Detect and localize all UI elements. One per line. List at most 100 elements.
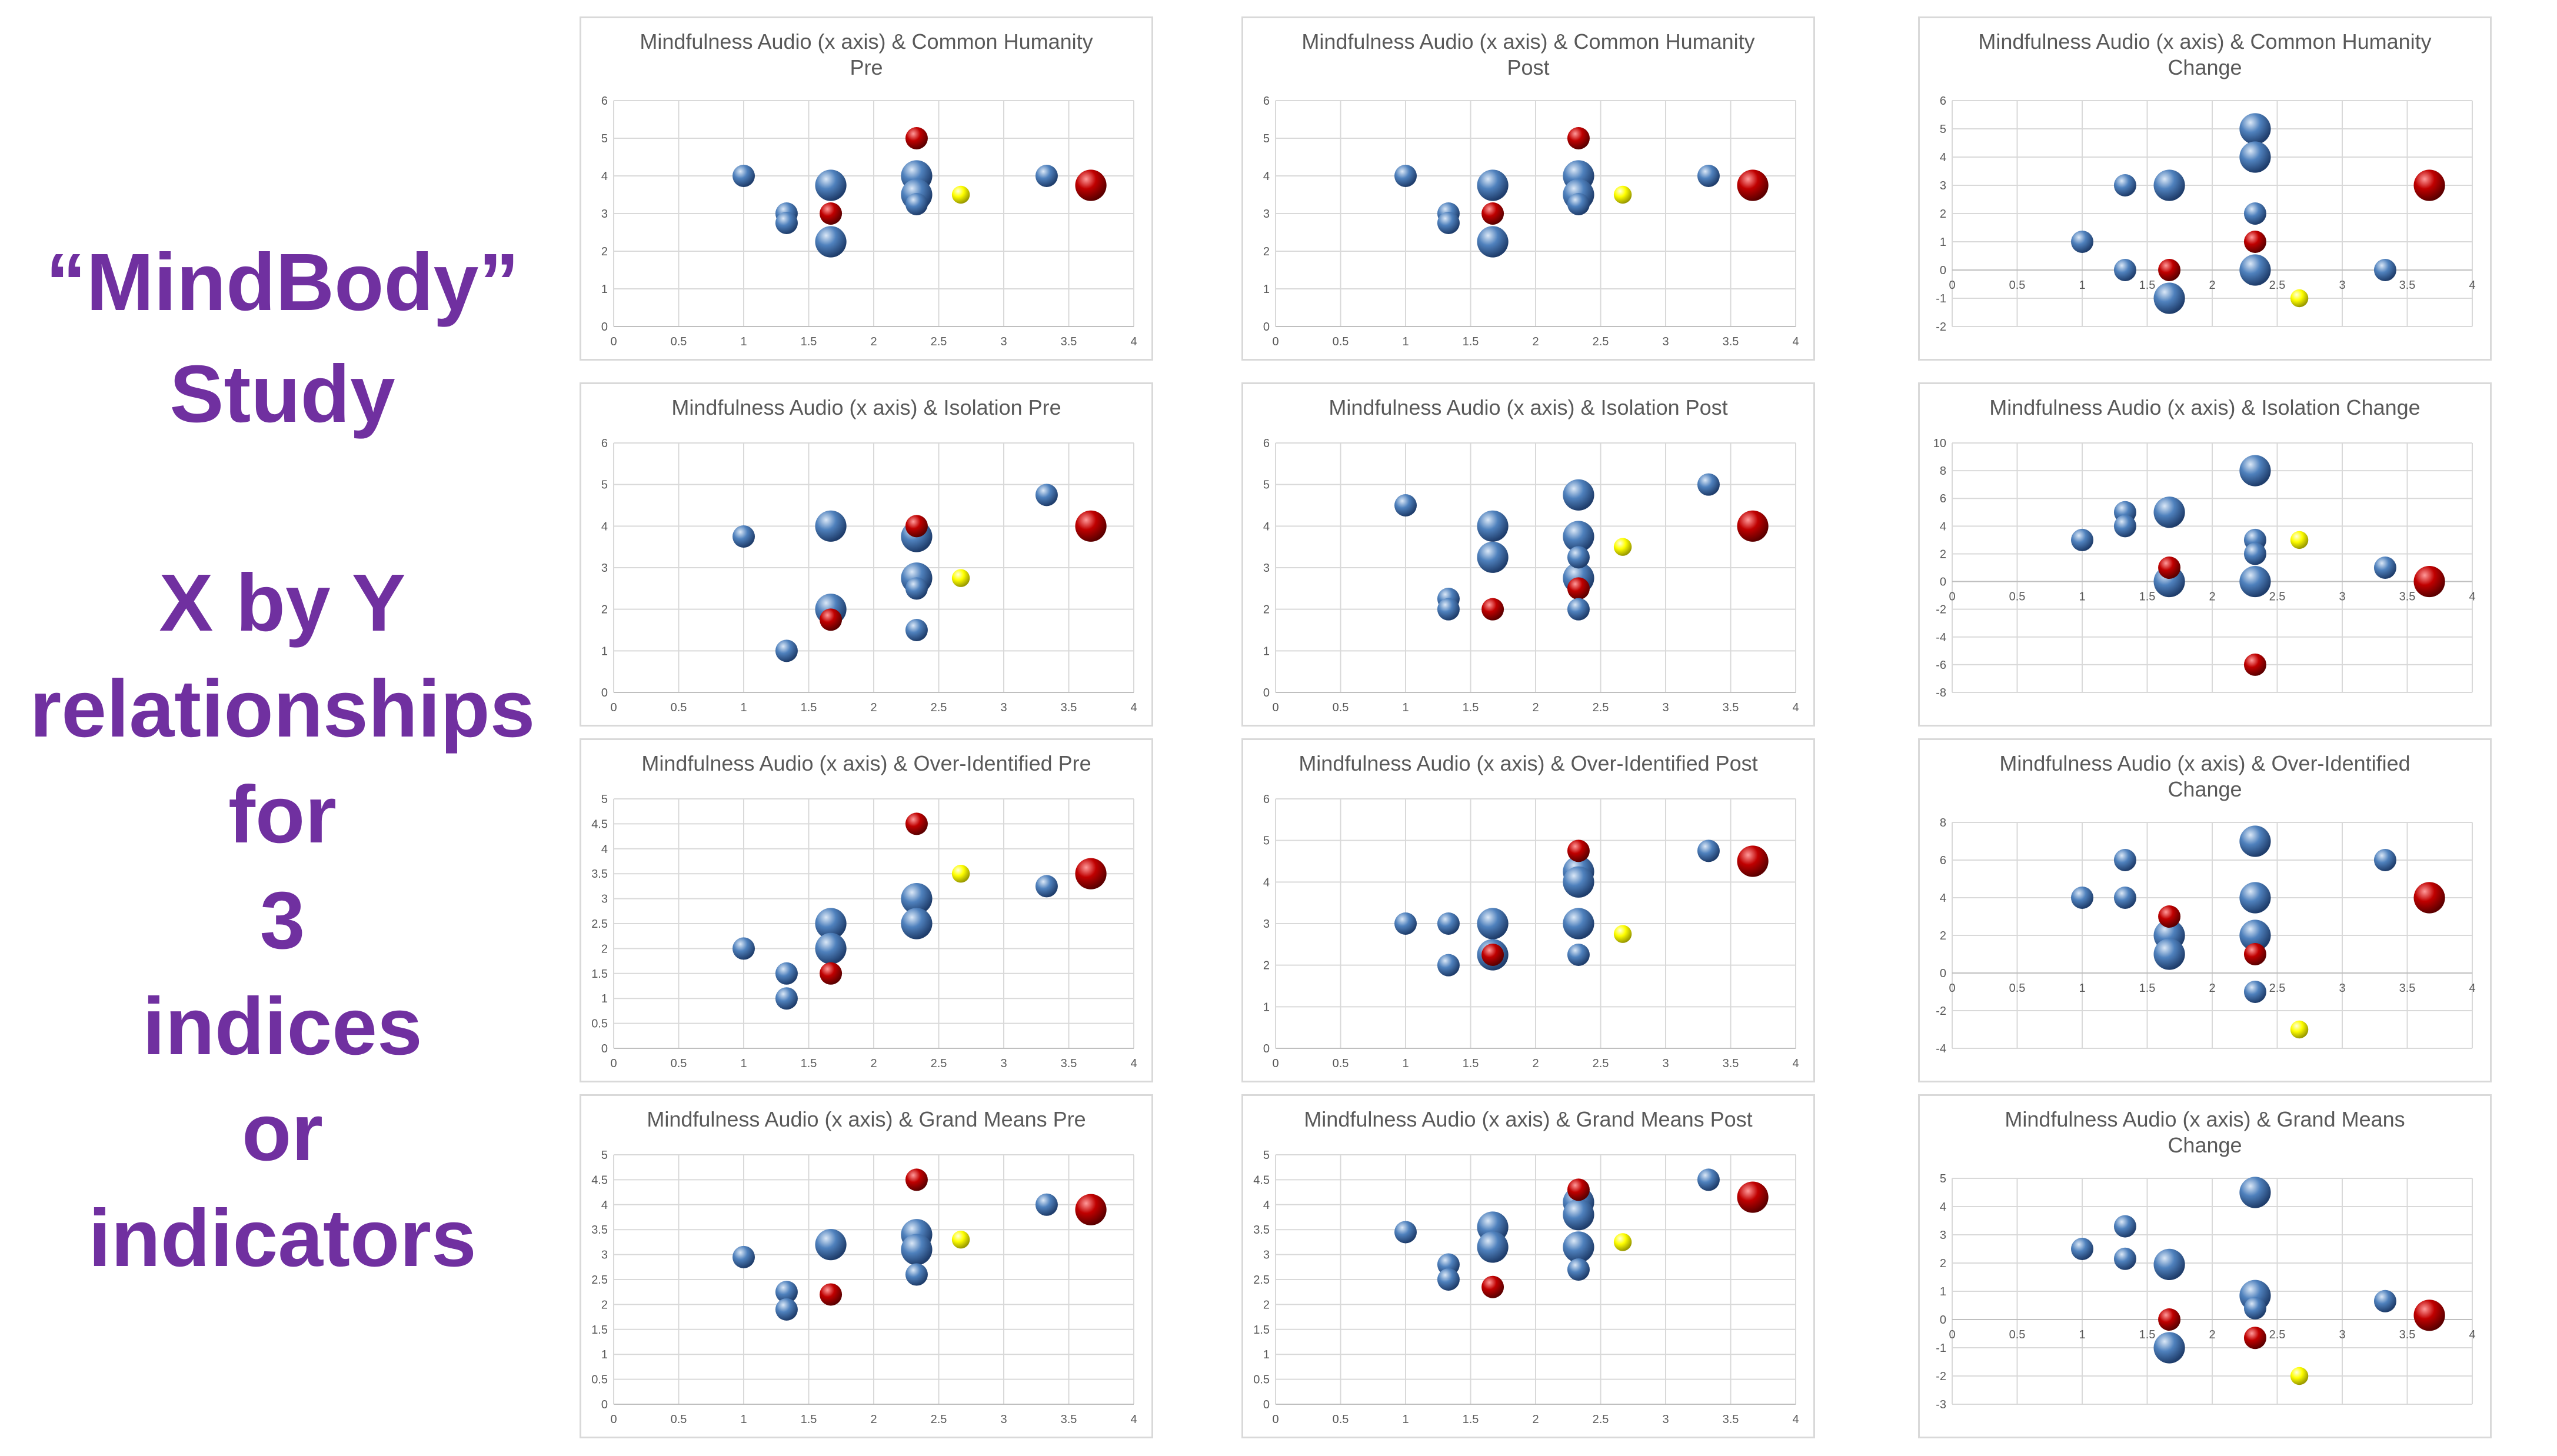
y-tick-label: 2: [1940, 1257, 1946, 1270]
y-tick-label: -3: [1936, 1398, 1946, 1411]
data-point-red: [1481, 202, 1504, 225]
x-tick-label: 1: [1402, 1057, 1409, 1070]
chart-plot: 0 0.5 1 1.5 2 2.5 3 3.5 4 4.5 5 0 0.5 1 1.5 2 2.5 3 3.5 4: [591, 793, 1137, 1070]
data-point-blue: [1035, 484, 1058, 507]
y-tick-label: 3: [601, 893, 608, 906]
x-tick-label: 3: [2339, 982, 2345, 995]
chart-title: Mindfulness Audio (x axis) & Isolation P…: [581, 395, 1151, 421]
data-point-red: [2158, 557, 2181, 579]
y-tick-label: 2: [1263, 604, 1270, 617]
y-tick-label: 3: [601, 562, 608, 575]
x-tick-label: 0: [1949, 591, 1955, 604]
x-tick-label: 1.5: [1463, 1057, 1479, 1070]
x-tick-label: 0.5: [2009, 1328, 2026, 1341]
data-point-red: [1567, 839, 1590, 862]
chart-plot: 0 1 2 3 4 5 6 0 0.5 1 1.5 2 2.5 3 3.5 4: [1263, 95, 1799, 348]
y-tick-label: 0: [601, 321, 608, 334]
data-point-blue: [2153, 938, 2185, 970]
data-point-blue: [775, 962, 798, 985]
x-tick-label: 1: [740, 701, 747, 714]
data-point-blue: [2239, 141, 2271, 173]
scatter-chart: Mindfulness Audio (x axis) & Grand Means…: [580, 1094, 1153, 1438]
data-point-blue: [2239, 882, 2271, 914]
y-tick-label: 6: [601, 437, 608, 450]
y-tick-label: 4: [1940, 892, 1946, 905]
x-tick-label: 3.5: [1723, 1413, 1739, 1426]
x-tick-label: 2: [2209, 279, 2215, 292]
chart-title: Mindfulness Audio (x axis) & Isolation P…: [1243, 395, 1813, 421]
data-point-yellow: [1613, 538, 1632, 556]
data-point-blue: [1477, 169, 1509, 201]
y-tick-label: -4: [1936, 1042, 1946, 1055]
data-point-blue: [2239, 254, 2271, 286]
title-line-relationships: relationships: [29, 664, 535, 754]
x-tick-label: 2.5: [1593, 701, 1609, 714]
y-tick-label: 0: [1263, 1398, 1270, 1411]
x-tick-label: 1: [2079, 1328, 2085, 1341]
y-tick-label: 0: [601, 1042, 608, 1055]
chart-title-line: Mindfulness Audio (x axis) & Common Huma…: [640, 29, 1093, 54]
y-tick-label: 5: [1263, 479, 1270, 492]
scatter-chart: Mindfulness Audio (x axis) & Isolation C…: [1918, 382, 2492, 727]
x-tick-label: 1.5: [1463, 335, 1479, 348]
x-tick-label: 0: [1949, 982, 1955, 995]
data-point-blue: [815, 932, 847, 964]
x-tick-label: 3.5: [1061, 1413, 1077, 1426]
x-tick-label: 2.5: [2269, 591, 2286, 604]
y-tick-label: 2: [601, 1298, 608, 1311]
data-point-blue: [1477, 908, 1509, 939]
scatter-chart: Mindfulness Audio (x axis) & Isolation P…: [1241, 382, 1815, 727]
x-tick-label: 4: [2469, 591, 2475, 604]
x-tick-label: 0: [610, 335, 617, 348]
data-point-red: [905, 127, 928, 149]
x-tick-label: 3.5: [2399, 1328, 2416, 1341]
x-tick-label: 4: [1792, 1057, 1799, 1070]
x-tick-label: 2.5: [2269, 1328, 2286, 1341]
data-point-red: [1075, 169, 1107, 201]
data-point-blue: [815, 226, 847, 258]
chart-title: Mindfulness Audio (x axis) & Grand Means…: [1920, 1107, 2490, 1158]
study-title: “MindBody” Study X by Y relationships fo…: [0, 0, 565, 1456]
data-point-blue: [2243, 1297, 2266, 1320]
scatter-chart: Mindfulness Audio (x axis) & Isolation P…: [580, 382, 1153, 727]
scatter-chart: Mindfulness Audio (x axis) & Over-Identi…: [1918, 738, 2492, 1082]
data-point-blue: [775, 1298, 798, 1321]
y-tick-label: 5: [601, 132, 608, 145]
x-tick-label: 2: [1532, 335, 1539, 348]
x-tick-label: 0: [1272, 1413, 1278, 1426]
y-tick-label: 3: [1263, 918, 1270, 931]
chart-title-line: Mindfulness Audio (x axis) & Isolation C…: [1989, 395, 2421, 419]
chart-title-line: Mindfulness Audio (x axis) & Over-Identi…: [1299, 751, 1758, 775]
data-point-red: [1567, 127, 1590, 149]
x-tick-label: 3.5: [2399, 591, 2416, 604]
data-point-red: [2158, 1308, 2181, 1331]
x-tick-label: 0.5: [1333, 1413, 1349, 1426]
data-point-blue: [775, 212, 798, 234]
y-tick-label: 0: [1940, 967, 1946, 980]
chart-title: Mindfulness Audio (x axis) & Common Huma…: [1920, 29, 2490, 81]
data-point-blue: [1567, 598, 1590, 621]
y-tick-label: 6: [1263, 437, 1270, 450]
y-tick-label: 6: [1263, 793, 1270, 806]
data-point-blue: [1563, 479, 1594, 511]
x-tick-label: 0: [610, 1057, 617, 1070]
y-tick-label: -2: [1936, 1005, 1946, 1018]
chart-plot: 0 1 2 3 4 5 6 0 0.5 1 1.5 2 2.5 3 3.5 4: [601, 437, 1137, 714]
x-tick-label: 3: [2339, 279, 2345, 292]
x-tick-label: 3.5: [2399, 982, 2416, 995]
chart-title-line: Mindfulness Audio (x axis) & Common Huma…: [1301, 29, 1755, 54]
chart-title-line: Mindfulness Audio (x axis) & Grand Means…: [1304, 1107, 1753, 1131]
y-tick-label: 1.5: [591, 1324, 608, 1337]
data-point-red: [1075, 1194, 1107, 1225]
x-tick-label: 3: [1662, 335, 1669, 348]
y-tick-label: 8: [1940, 465, 1946, 478]
y-tick-label: 5: [1263, 835, 1270, 848]
y-tick-label: 0: [601, 1398, 608, 1411]
y-tick-label: 1: [601, 992, 608, 1005]
x-tick-label: 4: [2469, 279, 2475, 292]
data-point-blue: [1437, 212, 1460, 234]
x-tick-label: 2: [1532, 1057, 1539, 1070]
data-point-red: [820, 202, 843, 225]
